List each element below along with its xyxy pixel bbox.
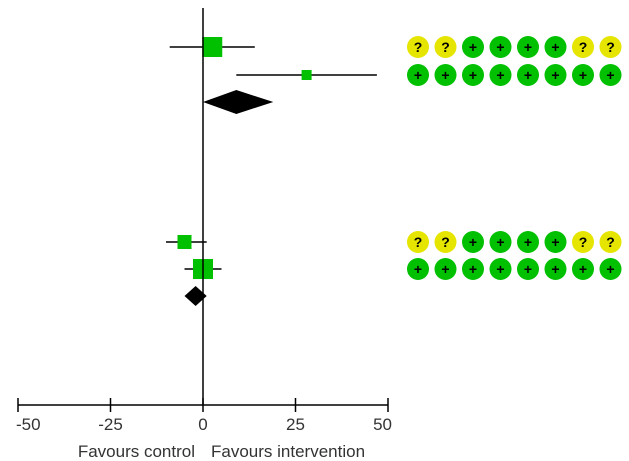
low-risk-circle	[599, 258, 622, 280]
risk-of-bias-symbol: +	[414, 67, 422, 83]
risk-of-bias-symbol: +	[579, 67, 587, 83]
risk-of-bias-symbol: +	[414, 261, 422, 277]
xlabel-favours-intervention: Favours intervention	[211, 442, 365, 461]
risk-of-bias-symbol: +	[551, 67, 559, 83]
risk-of-bias-symbol: ?	[414, 234, 423, 250]
low-risk-circle	[462, 64, 484, 86]
risk-of-bias-symbol: ?	[414, 39, 423, 55]
low-risk-circle	[572, 258, 594, 280]
risk-of-bias-symbol: ?	[606, 234, 615, 250]
study-markers-layer	[166, 37, 377, 279]
low-risk-circle	[544, 231, 567, 253]
unclear-risk-circle	[407, 231, 429, 253]
risk-of-bias-symbol: +	[441, 67, 449, 83]
x-tick-label: 25	[286, 415, 305, 434]
unclear-risk-circle	[434, 36, 457, 58]
study-point-estimate	[301, 70, 312, 80]
risk-of-bias-symbol: +	[469, 39, 477, 55]
low-risk-circle	[544, 36, 567, 58]
low-risk-circle	[517, 64, 539, 86]
risk-of-bias-symbol: +	[441, 261, 449, 277]
risk-of-bias-symbol: +	[496, 39, 504, 55]
risk-of-bias-symbol: +	[469, 67, 477, 83]
risk-of-bias-symbol: +	[524, 261, 532, 277]
low-risk-circle	[544, 258, 567, 280]
low-risk-circle	[489, 231, 512, 253]
study-point-estimate	[202, 37, 223, 57]
low-risk-circle	[407, 64, 429, 86]
risk-of-bias-symbol: +	[606, 67, 614, 83]
low-risk-circle	[462, 36, 484, 58]
x-tick-label: -50	[16, 415, 41, 434]
low-risk-circle	[489, 258, 512, 280]
risk-of-bias-symbol: ?	[606, 39, 615, 55]
low-risk-circle	[434, 258, 457, 280]
unclear-risk-circle	[434, 231, 457, 253]
risk-of-bias-symbol: +	[551, 234, 559, 250]
low-risk-circle	[517, 231, 539, 253]
risk-of-bias-panel: ?? + + + +? ? + + + + + + + +?? + + + +? ? + + + + + + + +	[407, 36, 622, 280]
unclear-risk-circle	[572, 36, 594, 58]
risk-of-bias-symbol: ?	[441, 234, 450, 250]
low-risk-circle	[407, 258, 429, 280]
pooled-estimate-diamond	[184, 286, 207, 306]
x-tick-label: 0	[198, 415, 207, 434]
unclear-risk-circle	[599, 231, 622, 253]
study-point-estimate	[177, 235, 192, 249]
low-risk-circle	[489, 36, 512, 58]
risk-of-bias-symbol: +	[496, 67, 504, 83]
risk-of-bias-symbol: ?	[441, 39, 450, 55]
low-risk-circle	[462, 231, 484, 253]
risk-of-bias-symbol: +	[551, 39, 559, 55]
xlabel-favours-control: Favours control	[78, 442, 195, 461]
unclear-risk-circle	[572, 231, 594, 253]
risk-of-bias-symbol: +	[524, 234, 532, 250]
x-tick-label: -25	[98, 415, 123, 434]
risk-of-bias-symbol: +	[524, 39, 532, 55]
pooled-diamonds-layer	[184, 90, 274, 306]
risk-of-bias-symbol: +	[579, 261, 587, 277]
risk-of-bias-symbol: ?	[579, 234, 588, 250]
unclear-risk-circle	[407, 36, 429, 58]
low-risk-circle	[544, 64, 567, 86]
x-axis: -50 -25 0 25 50	[16, 398, 392, 434]
low-risk-circle	[434, 64, 457, 86]
risk-of-bias-symbol: +	[496, 261, 504, 277]
risk-of-bias-symbol: +	[606, 261, 614, 277]
x-tick-label: 50	[373, 415, 392, 434]
unclear-risk-circle	[599, 36, 622, 58]
risk-of-bias-symbol: ?	[579, 39, 588, 55]
low-risk-circle	[462, 258, 484, 280]
risk-of-bias-symbol: +	[469, 261, 477, 277]
low-risk-circle	[517, 258, 539, 280]
pooled-estimate-diamond	[203, 90, 274, 114]
risk-of-bias-symbol: +	[551, 261, 559, 277]
low-risk-circle	[517, 36, 539, 58]
low-risk-circle	[572, 64, 594, 86]
low-risk-circle	[599, 64, 622, 86]
risk-of-bias-symbol: +	[524, 67, 532, 83]
low-risk-circle	[489, 64, 512, 86]
risk-of-bias-symbol: +	[496, 234, 504, 250]
risk-of-bias-symbol: +	[469, 234, 477, 250]
